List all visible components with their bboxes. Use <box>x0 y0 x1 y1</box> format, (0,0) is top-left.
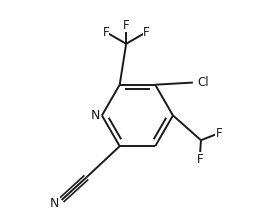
Text: Cl: Cl <box>198 76 209 89</box>
Text: F: F <box>196 153 203 166</box>
Text: F: F <box>143 26 150 39</box>
Text: F: F <box>123 19 129 32</box>
Text: N: N <box>50 197 59 210</box>
Text: N: N <box>90 109 100 122</box>
Text: F: F <box>102 26 109 39</box>
Text: F: F <box>216 127 222 140</box>
